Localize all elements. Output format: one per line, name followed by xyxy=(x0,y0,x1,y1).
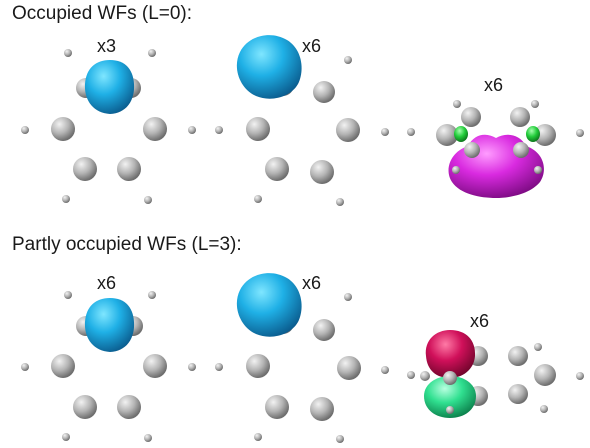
atom xyxy=(534,124,556,146)
atom xyxy=(461,107,481,127)
orbital-lobe-cyan-tilted xyxy=(236,273,302,337)
atom xyxy=(443,371,457,385)
atom xyxy=(436,124,458,146)
multiplicity-label: x6 xyxy=(302,273,322,293)
atom xyxy=(64,49,72,57)
atom xyxy=(62,195,70,203)
atom xyxy=(381,366,389,374)
atom xyxy=(246,117,270,141)
atom xyxy=(344,56,352,64)
atom xyxy=(540,405,548,413)
atom xyxy=(420,371,430,381)
atom xyxy=(73,395,97,419)
atom xyxy=(254,433,262,441)
atom xyxy=(215,126,223,134)
atom xyxy=(336,435,344,443)
atom xyxy=(51,117,75,141)
atom xyxy=(188,126,196,134)
atom xyxy=(310,397,334,421)
atom xyxy=(188,363,196,371)
atom xyxy=(576,129,584,137)
atom xyxy=(344,293,352,301)
section-title-partly-occupied: Partly occupied WFs (L=3): xyxy=(12,234,242,255)
atom xyxy=(117,157,141,181)
multiplicity-label: x6 xyxy=(302,36,322,56)
panel-partly-occupied-2 xyxy=(215,273,389,443)
atom xyxy=(407,128,415,136)
orbital-lobe-cyan-tilted xyxy=(236,35,302,99)
orbital-lobe-magenta xyxy=(448,134,544,198)
atom xyxy=(64,291,72,299)
atom xyxy=(143,117,167,141)
atom xyxy=(453,100,461,108)
atom xyxy=(143,354,167,378)
atom xyxy=(407,371,415,379)
atom xyxy=(21,126,29,134)
atom xyxy=(381,128,389,136)
atom xyxy=(254,195,262,203)
atom xyxy=(464,142,480,158)
atom xyxy=(21,363,29,371)
atom xyxy=(73,157,97,181)
orbital-lobe-red xyxy=(425,330,476,378)
atom xyxy=(148,291,156,299)
atom xyxy=(62,433,70,441)
atom xyxy=(452,166,460,174)
atom xyxy=(534,343,542,351)
atom xyxy=(513,142,529,158)
section-title-occupied: Occupied WFs (L=0): xyxy=(12,3,193,24)
panel-occupied-1 xyxy=(21,49,196,204)
multiplicity-label: x6 xyxy=(470,311,490,331)
atom xyxy=(534,364,556,386)
panel-occupied-2 xyxy=(215,35,389,206)
atom xyxy=(51,354,75,378)
atom xyxy=(531,100,539,108)
atom xyxy=(265,157,289,181)
atom xyxy=(144,196,152,204)
orbital-lobe-cyan xyxy=(84,60,135,114)
atom xyxy=(576,372,584,380)
panel-occupied-3 xyxy=(407,100,584,198)
multiplicity-label: x6 xyxy=(97,273,117,293)
atom xyxy=(336,118,360,142)
orbital-lobe-mint xyxy=(424,376,476,418)
atom xyxy=(336,198,344,206)
atom xyxy=(117,395,141,419)
orbital-lobe-cyan xyxy=(84,298,135,352)
atom xyxy=(144,434,152,442)
multiplicity-label: x3 xyxy=(97,36,117,56)
panel-partly-occupied-3 xyxy=(407,330,584,418)
atom xyxy=(313,319,335,341)
atom xyxy=(508,346,528,366)
orbital-lobe-green xyxy=(454,126,468,142)
atom xyxy=(148,49,156,57)
atom xyxy=(310,160,334,184)
atom xyxy=(534,166,542,174)
orbital-lobe-green xyxy=(526,126,540,142)
atom xyxy=(265,395,289,419)
atom xyxy=(446,406,454,414)
multiplicity-label: x6 xyxy=(484,75,504,95)
atom xyxy=(215,363,223,371)
atom xyxy=(508,384,528,404)
atom xyxy=(510,107,530,127)
panel-partly-occupied-1 xyxy=(21,291,196,442)
atom xyxy=(337,356,361,380)
atom xyxy=(246,354,270,378)
atom xyxy=(313,81,335,103)
